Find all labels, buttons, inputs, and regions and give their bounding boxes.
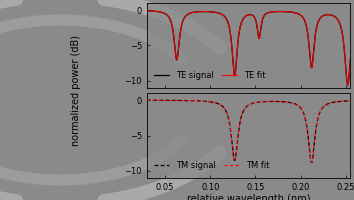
TE signal (274, 10, 278, 13)
TM fit (309, 161, 314, 164)
TM signal (296, 104, 300, 107)
TM signal (145, 99, 149, 101)
TM fit (274, 100, 278, 103)
TE fit (348, 57, 353, 59)
TM fit (265, 100, 269, 103)
TE signal (145, 10, 149, 12)
TM fit (307, 141, 311, 143)
Text: normalized power (dB): normalized power (dB) (71, 35, 81, 146)
TM fit (218, 104, 223, 106)
TE signal (296, 12, 300, 15)
TM signal (348, 100, 353, 102)
TM fit (348, 100, 353, 102)
TE fit (155, 10, 159, 13)
TE fit (307, 41, 311, 43)
Legend: TE signal, TE fit: TE signal, TE fit (151, 68, 269, 84)
TE signal (218, 13, 223, 15)
TM fit (155, 99, 159, 101)
Line: TE signal: TE signal (147, 11, 350, 85)
TE fit (346, 84, 350, 86)
TE fit (265, 12, 269, 14)
X-axis label: relative wavelength (nm): relative wavelength (nm) (187, 194, 310, 200)
TM signal (265, 100, 269, 103)
TM signal (307, 141, 311, 143)
Line: TM fit: TM fit (147, 100, 350, 163)
TE fit (218, 13, 223, 15)
Line: TE fit: TE fit (147, 11, 350, 85)
Line: TM signal: TM signal (147, 100, 350, 163)
TM signal (309, 161, 314, 164)
TM signal (155, 99, 159, 101)
TM signal (218, 104, 223, 106)
Legend: TM signal, TM fit: TM signal, TM fit (151, 158, 273, 174)
TM signal (274, 100, 278, 103)
TE fit (296, 12, 300, 15)
TE fit (274, 10, 278, 13)
TE signal (307, 41, 311, 43)
TM fit (296, 104, 300, 107)
TE fit (145, 10, 149, 12)
TE signal (155, 10, 159, 13)
TM fit (145, 99, 149, 101)
TE signal (346, 84, 350, 86)
TE signal (348, 57, 353, 59)
TE signal (265, 12, 269, 14)
